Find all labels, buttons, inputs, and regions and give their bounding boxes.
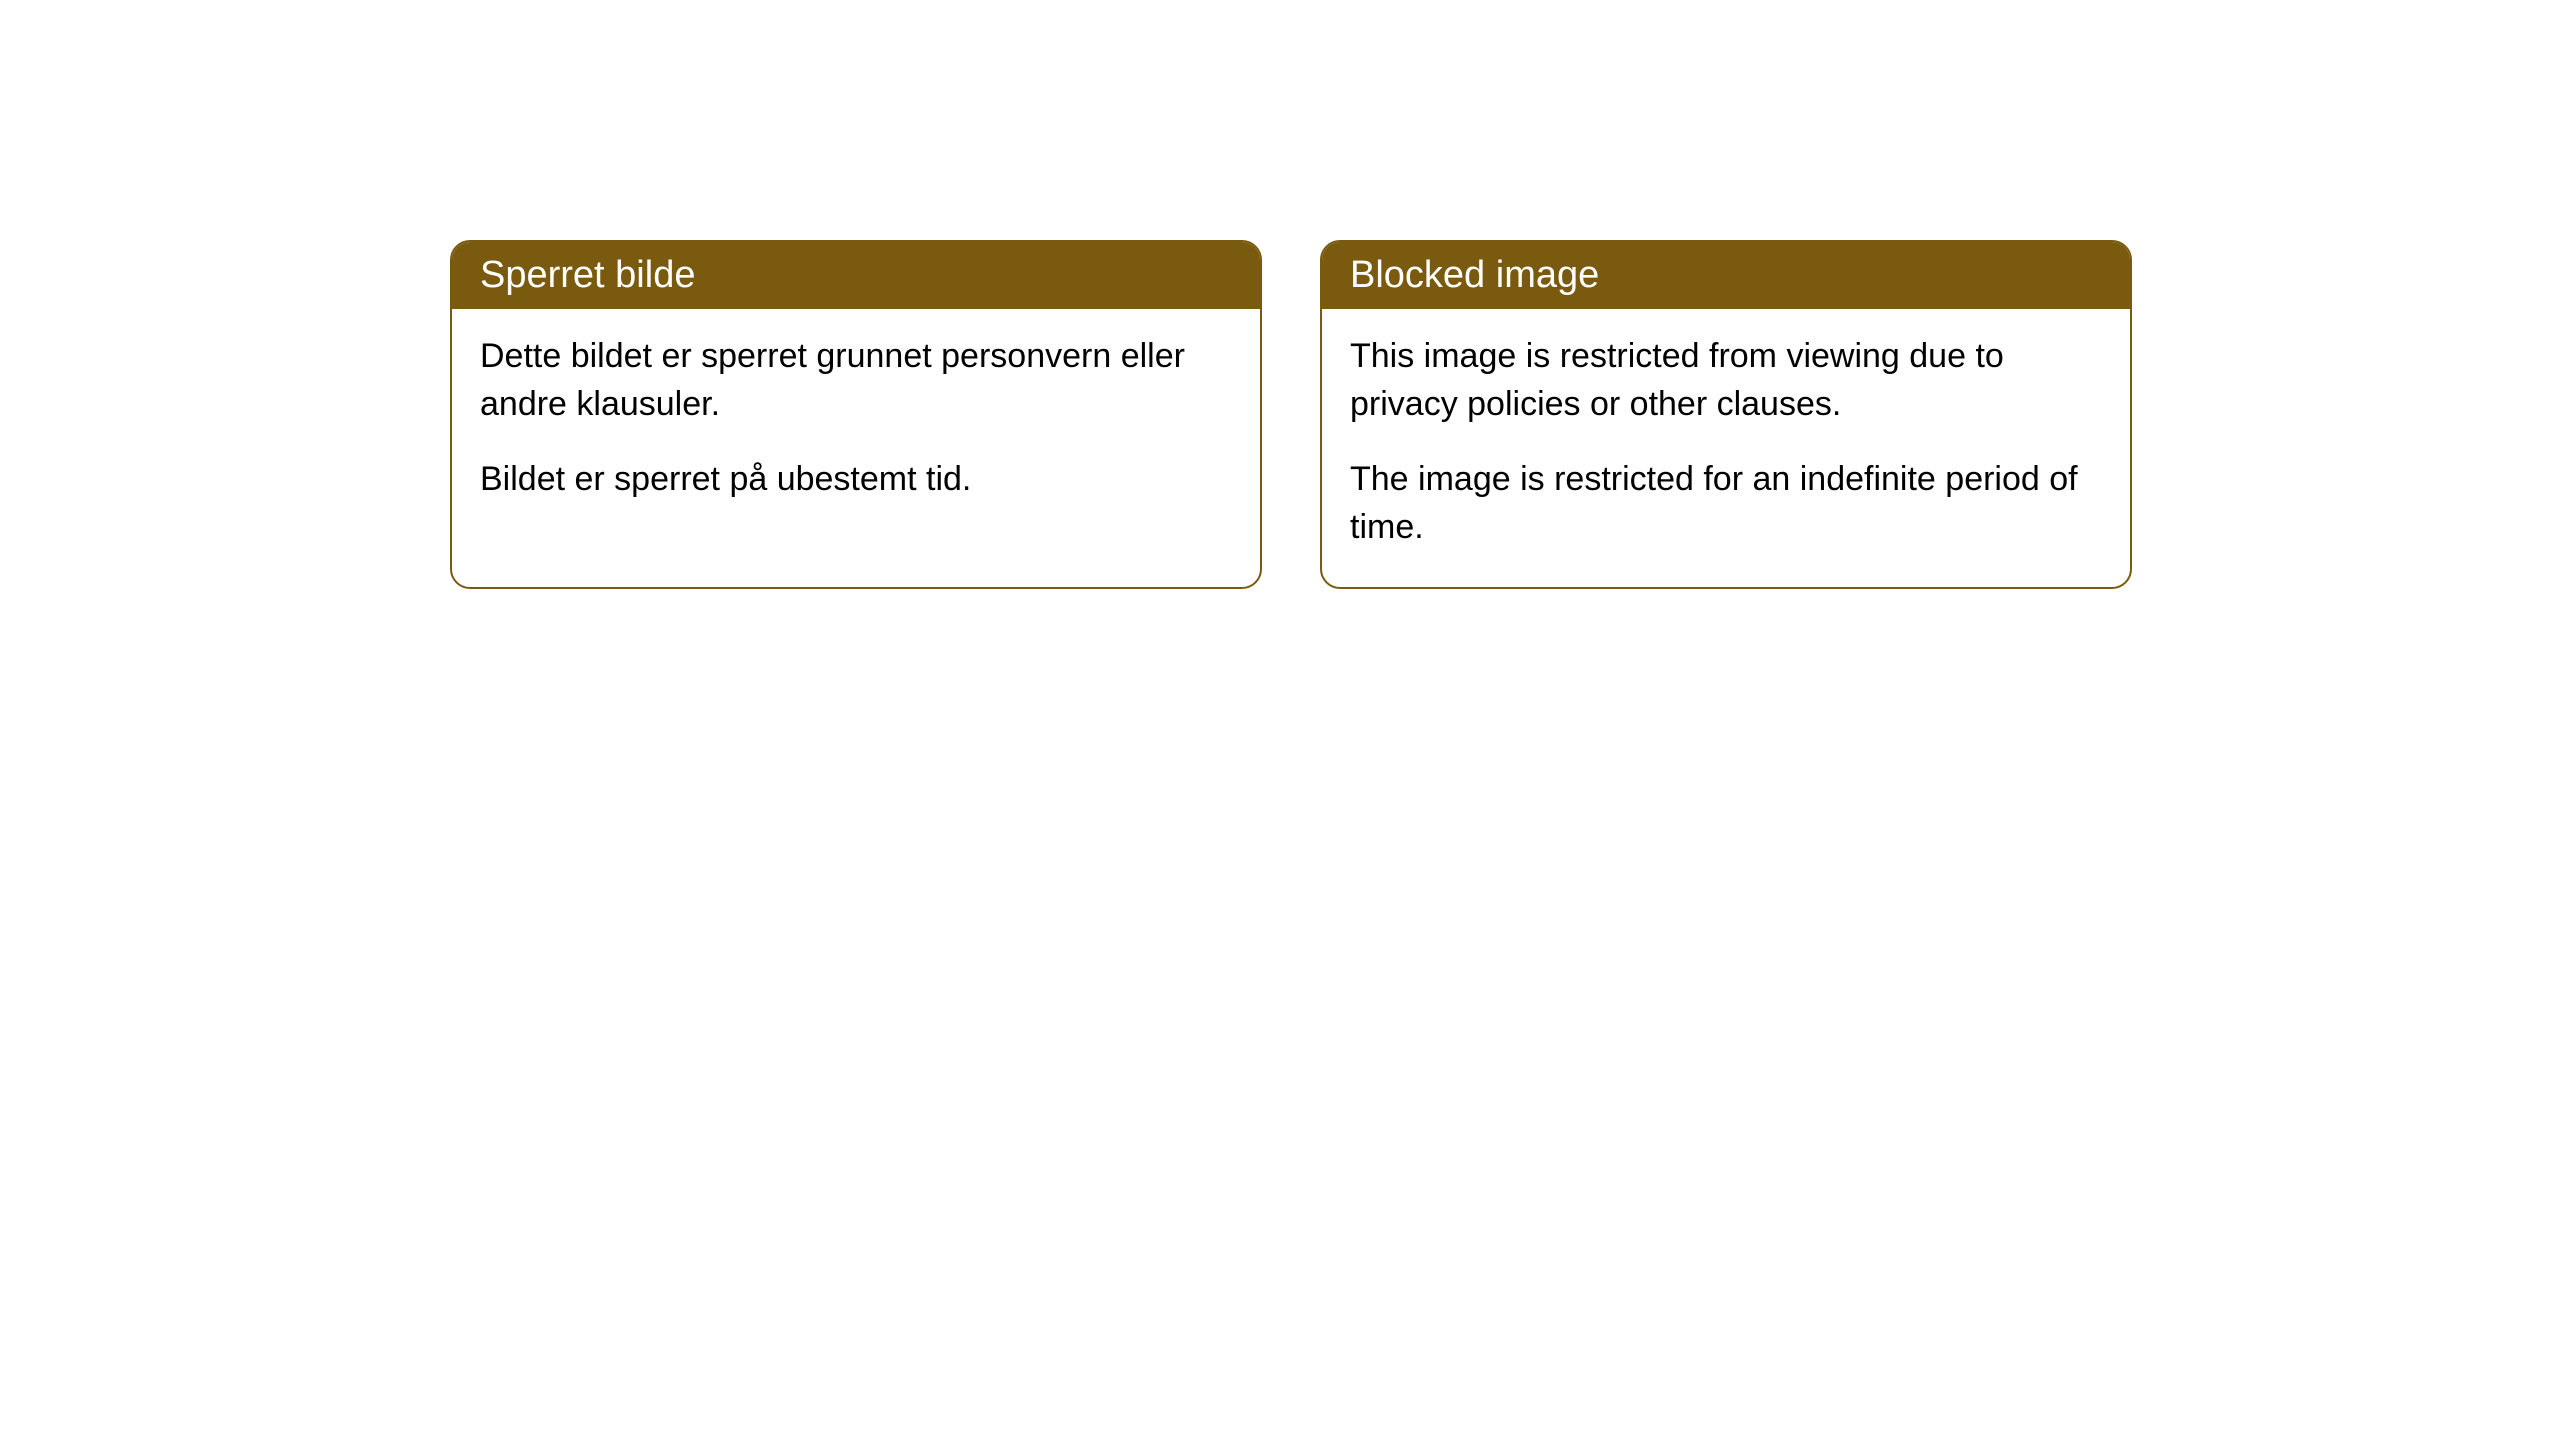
notice-cards-container: Sperret bilde Dette bildet er sperret gr… bbox=[0, 0, 2560, 589]
card-paragraph-no-1: Dette bildet er sperret grunnet personve… bbox=[480, 333, 1232, 428]
card-paragraph-en-1: This image is restricted from viewing du… bbox=[1350, 333, 2102, 428]
card-paragraph-no-2: Bildet er sperret på ubestemt tid. bbox=[480, 456, 1232, 504]
card-paragraph-en-2: The image is restricted for an indefinit… bbox=[1350, 456, 2102, 551]
card-title-en: Blocked image bbox=[1322, 242, 2130, 309]
card-body-en: This image is restricted from viewing du… bbox=[1322, 309, 2130, 587]
card-body-no: Dette bildet er sperret grunnet personve… bbox=[452, 309, 1260, 540]
card-title-no: Sperret bilde bbox=[452, 242, 1260, 309]
blocked-image-card-en: Blocked image This image is restricted f… bbox=[1320, 240, 2132, 589]
blocked-image-card-no: Sperret bilde Dette bildet er sperret gr… bbox=[450, 240, 1262, 589]
